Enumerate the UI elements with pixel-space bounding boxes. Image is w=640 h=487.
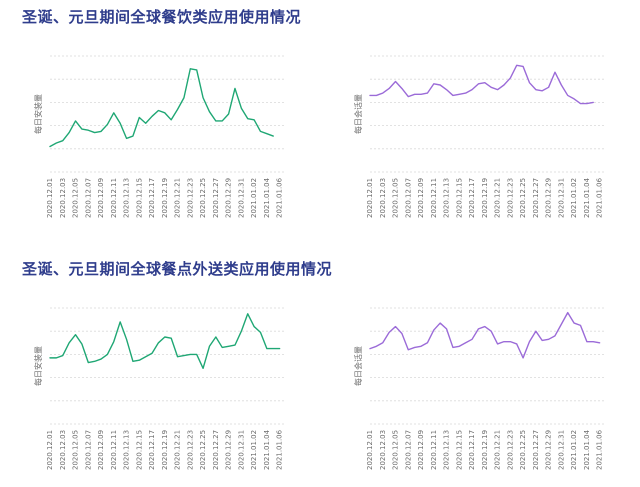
- x-tick-label: 2020.12.03: [59, 430, 67, 470]
- x-tick-label: 2021.01.04: [583, 177, 591, 218]
- x-tick-label: 2020.12.03: [379, 178, 387, 218]
- x-tick-label: 2020.12.31: [237, 178, 245, 218]
- x-tick-label: 2020.12.29: [545, 178, 553, 218]
- x-tick-label: 2020.12.05: [72, 178, 80, 218]
- x-tick-label: 2020.12.13: [443, 178, 451, 218]
- x-tick-label: 2020.12.11: [110, 430, 118, 470]
- x-tick-label: 2020.12.27: [532, 430, 540, 470]
- x-tick-label: 2021.01.02: [570, 178, 578, 218]
- x-tick-label: 2021.01.02: [570, 430, 578, 470]
- x-tick-label: 2021.01.04: [263, 429, 271, 470]
- x-tick-label: 2020.12.07: [84, 178, 92, 218]
- x-tick-label: 2020.12.09: [97, 430, 105, 470]
- y-axis-label: 每日安装量: [33, 94, 43, 134]
- x-tick-label: 2021.01.02: [250, 430, 258, 470]
- x-tick-label: 2020.12.03: [59, 178, 67, 218]
- x-tick-label: 2020.12.11: [110, 178, 118, 218]
- x-tick-label: 2020.12.25: [519, 178, 527, 218]
- x-tick-label: 2021.01.06: [596, 177, 604, 218]
- series-line: [369, 64, 594, 105]
- x-tick-label: 2020.12.21: [174, 430, 182, 470]
- series-line: [369, 311, 601, 359]
- x-tick-label: 2020.12.13: [443, 430, 451, 470]
- series-line: [49, 68, 274, 148]
- x-tick-label: 2020.12.05: [392, 430, 400, 470]
- x-tick-label: 2020.12.31: [557, 178, 565, 218]
- x-tick-label: 2020.12.21: [494, 178, 502, 218]
- x-tick-label: 2020.12.29: [545, 430, 553, 470]
- x-tick-label: 2020.12.15: [135, 178, 143, 218]
- chart-dining-downloads: 每日安装量 2020.12.01 2020.12.03 2020.12.05 2020.…: [33, 55, 286, 218]
- x-tick-label: 2020.12.01: [46, 430, 54, 470]
- x-tick-label: 2021.01.06: [276, 429, 284, 470]
- x-tick-label: 2021.01.04: [263, 177, 271, 218]
- x-tick-label: 2020.12.05: [72, 430, 80, 470]
- x-tick-label: 2020.12.17: [468, 178, 476, 218]
- x-tick-label: 2020.12.15: [455, 430, 463, 470]
- x-tick-label: 2020.12.01: [366, 178, 374, 218]
- x-tick-label: 2020.12.09: [97, 178, 105, 218]
- x-tick-label: 2020.12.31: [557, 430, 565, 470]
- x-tick-label: 2021.01.04: [583, 429, 591, 470]
- x-tick-label: 2020.12.21: [494, 430, 502, 470]
- x-tick-label: 2020.12.13: [123, 430, 131, 470]
- x-tick-label: 2020.12.01: [366, 430, 374, 470]
- chart-dining-sessions: 每日会话量 2020.12.01 2020.12.03 2020.12.05 2020.…: [353, 55, 606, 218]
- x-tick-label: 2020.12.19: [481, 178, 489, 218]
- x-tick-label: 2020.12.07: [404, 178, 412, 218]
- x-tick-label: 2020.12.27: [532, 178, 540, 218]
- section-title-delivery: 圣诞、元旦期间全球餐点外送类应用使用情况: [22, 260, 333, 278]
- x-tick-label: 2020.12.01: [46, 178, 54, 218]
- x-tick-label: 2020.12.19: [161, 430, 169, 470]
- x-tick-label: 2020.12.23: [186, 430, 194, 470]
- x-tick-label: 2020.12.29: [225, 430, 233, 470]
- x-tick-label: 2020.12.25: [199, 430, 207, 470]
- x-tick-label: 2021.01.02: [250, 178, 258, 218]
- x-tick-label: 2020.12.19: [161, 178, 169, 218]
- x-tick-label: 2020.12.17: [468, 430, 476, 470]
- x-tick-label: 2020.12.17: [148, 430, 156, 470]
- series-line: [49, 313, 281, 370]
- x-tick-label: 2020.12.09: [417, 178, 425, 218]
- chart-delivery-downloads: 每日安装量 2020.12.01 2020.12.03 2020.12.05 2020.…: [33, 307, 286, 470]
- y-axis-label: 每日会话量: [353, 94, 363, 134]
- x-tick-label: 2020.12.19: [481, 430, 489, 470]
- x-tick-label: 2021.01.06: [276, 177, 284, 218]
- x-tick-label: 2020.12.07: [84, 430, 92, 470]
- x-tick-label: 2020.12.17: [148, 178, 156, 218]
- x-tick-label: 2020.12.09: [417, 430, 425, 470]
- x-tick-label: 2020.12.23: [506, 178, 514, 218]
- x-tick-label: 2020.12.05: [392, 178, 400, 218]
- x-tick-label: 2020.12.15: [135, 430, 143, 470]
- x-tick-label: 2020.12.11: [430, 430, 438, 470]
- x-tick-label: 2020.12.13: [123, 178, 131, 218]
- x-tick-label: 2020.12.27: [212, 178, 220, 218]
- x-tick-label: 2020.12.27: [212, 430, 220, 470]
- section-title-dining: 圣诞、元旦期间全球餐饮类应用使用情况: [22, 8, 302, 26]
- x-tick-label: 2020.12.31: [237, 430, 245, 470]
- x-tick-label: 2020.12.21: [174, 178, 182, 218]
- x-tick-label: 2020.12.23: [186, 178, 194, 218]
- x-tick-label: 2020.12.29: [225, 178, 233, 218]
- x-tick-label: 2020.12.25: [199, 178, 207, 218]
- y-axis-label: 每日安装量: [33, 346, 43, 386]
- x-tick-label: 2020.12.23: [506, 430, 514, 470]
- x-tick-label: 2020.12.07: [404, 430, 412, 470]
- y-axis-label: 每日会话量: [353, 346, 363, 386]
- chart-delivery-sessions: 每日会话量 2020.12.01 2020.12.03 2020.12.05 2020.…: [353, 307, 606, 470]
- x-tick-label: 2020.12.03: [379, 430, 387, 470]
- x-tick-label: 2021.01.06: [596, 429, 604, 470]
- x-tick-label: 2020.12.15: [455, 178, 463, 218]
- x-tick-label: 2020.12.11: [430, 178, 438, 218]
- x-tick-label: 2020.12.25: [519, 430, 527, 470]
